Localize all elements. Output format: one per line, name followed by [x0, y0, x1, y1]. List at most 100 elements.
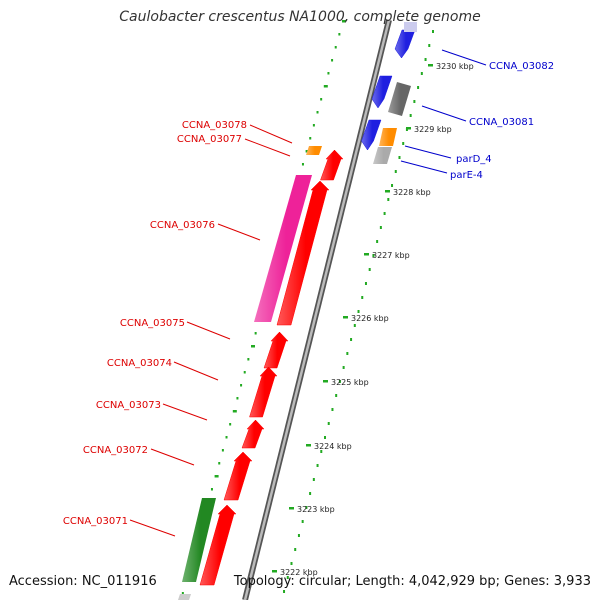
label-ccna03071-leader [129, 519, 176, 537]
outer-tick [320, 450, 323, 453]
label-ccna03077: CCNA_03077 [177, 134, 242, 145]
gene-ccna03071-b [199, 504, 237, 586]
label-ccna03071: CCNA_03071 [63, 516, 128, 527]
gene-ccna03082-tail [404, 22, 417, 32]
outer-tick [297, 534, 300, 537]
kbp-tick-mark [323, 380, 328, 383]
outer-tick [301, 520, 304, 523]
outer-tick [353, 324, 356, 327]
outer-tick [394, 170, 397, 173]
map-title: Caulobacter crescentus NA1000, complete … [119, 9, 481, 25]
outer-tick [402, 142, 405, 145]
gene-ccna03074 [249, 366, 278, 418]
inner-tick [312, 124, 315, 127]
label-ccna03074: CCNA_03074 [107, 358, 172, 369]
gene-ccna03076-b [276, 180, 330, 326]
gene-ccna03082 [394, 29, 416, 59]
outer-tick [346, 352, 349, 355]
gene-ccna03081-neighbor [388, 82, 411, 116]
label-ccna03074-leader [173, 361, 219, 381]
outer-tick [361, 296, 364, 299]
inner-tick [225, 436, 228, 439]
inner-tick [229, 423, 232, 426]
kbp-tick-label: 3228 kbp [393, 188, 431, 197]
gene-features [178, 22, 417, 600]
outer-tick [357, 310, 360, 313]
inner-tick [221, 449, 224, 452]
gene-ccna03080 [361, 119, 382, 151]
label-ccna03077-leader [244, 138, 291, 157]
gene-pare4 [373, 147, 392, 164]
kbp-tick-mark [364, 253, 369, 256]
label-ccna03073: CCNA_03073 [96, 400, 161, 411]
genome-backbone [242, 19, 392, 601]
outer-tick [409, 114, 412, 117]
label-ccna03081-leader [421, 105, 467, 122]
label-ccna03075: CCNA_03075 [120, 318, 185, 329]
label-ccna03076: CCNA_03076 [150, 220, 215, 231]
gene-pard4 [379, 128, 397, 146]
outer-tick [372, 254, 375, 257]
topology-text: Topology: circular; Length: 4,042,929 bp… [233, 574, 591, 589]
outer-tick [342, 366, 345, 369]
inner-tick [181, 592, 184, 595]
gene-ccna03076 [254, 175, 312, 322]
label-pare4: parE-4 [450, 170, 483, 181]
label-pard4-leader [404, 145, 452, 159]
label-ccna03078: CCNA_03078 [182, 120, 247, 131]
outer-tick [335, 394, 338, 397]
outer-tick [286, 576, 289, 579]
outer-tick [324, 436, 327, 439]
outer-tick [283, 590, 286, 593]
kbp-tick-label: 3225 kbp [331, 378, 369, 387]
label-ccna03082: CCNA_03082 [489, 61, 554, 72]
inner-tick [316, 111, 319, 114]
outer-tick [294, 548, 297, 551]
inner-tick [320, 98, 323, 101]
outer-tick [305, 506, 308, 509]
gene-labels: CCNA_03082 CCNA_03081 parD_4 parE-4 CCNA_030… [63, 49, 554, 537]
kbp-tick-mark [343, 316, 348, 319]
inner-tick [251, 345, 255, 348]
kbp-tick-label: 3222 kbp [280, 568, 318, 577]
outer-tick [364, 282, 367, 285]
inner-tick [334, 46, 337, 49]
inner-tick [218, 462, 221, 465]
outer-tick [312, 478, 315, 481]
kbp-tick-label: 3223 kbp [297, 505, 335, 514]
label-ccna03081: CCNA_03081 [469, 117, 534, 128]
inner-tick [254, 332, 257, 335]
inner-tick [243, 371, 246, 374]
kbp-tick-mark [272, 570, 277, 573]
kbp-tick-mark [306, 444, 311, 447]
inner-tick [247, 358, 250, 361]
outer-tick [331, 408, 334, 411]
kbp-tick-label: 3226 kbp [351, 314, 389, 323]
outer-tick [428, 44, 431, 47]
kbp-tick-label: 3224 kbp [314, 442, 352, 451]
kbp-tick-mark [406, 127, 411, 130]
label-pard4: parD_4 [456, 154, 492, 165]
outer-tick [387, 198, 390, 201]
label-ccna03076-leader [217, 223, 261, 241]
label-ccna03075-leader [186, 321, 231, 340]
outer-tick [350, 338, 353, 341]
outer-tick [327, 422, 330, 425]
outer-tick-ring [283, 30, 434, 593]
inner-tick [342, 20, 346, 23]
backbone-line [243, 19, 391, 601]
label-ccna03078-leader [249, 124, 293, 144]
outer-tick [424, 58, 427, 61]
inner-tick [309, 137, 312, 140]
label-ccna03082-leader [441, 49, 487, 66]
gene-ccna03072 [223, 451, 253, 501]
outer-tick [398, 156, 401, 159]
gene-ccna03081 [371, 75, 393, 109]
kbp-tick-mark [428, 64, 433, 67]
outer-tick [290, 562, 293, 565]
outer-tick [413, 100, 416, 103]
inner-tick [236, 397, 239, 400]
gene-ccna03073 [241, 419, 265, 449]
kbp-tick-mark [289, 507, 294, 510]
